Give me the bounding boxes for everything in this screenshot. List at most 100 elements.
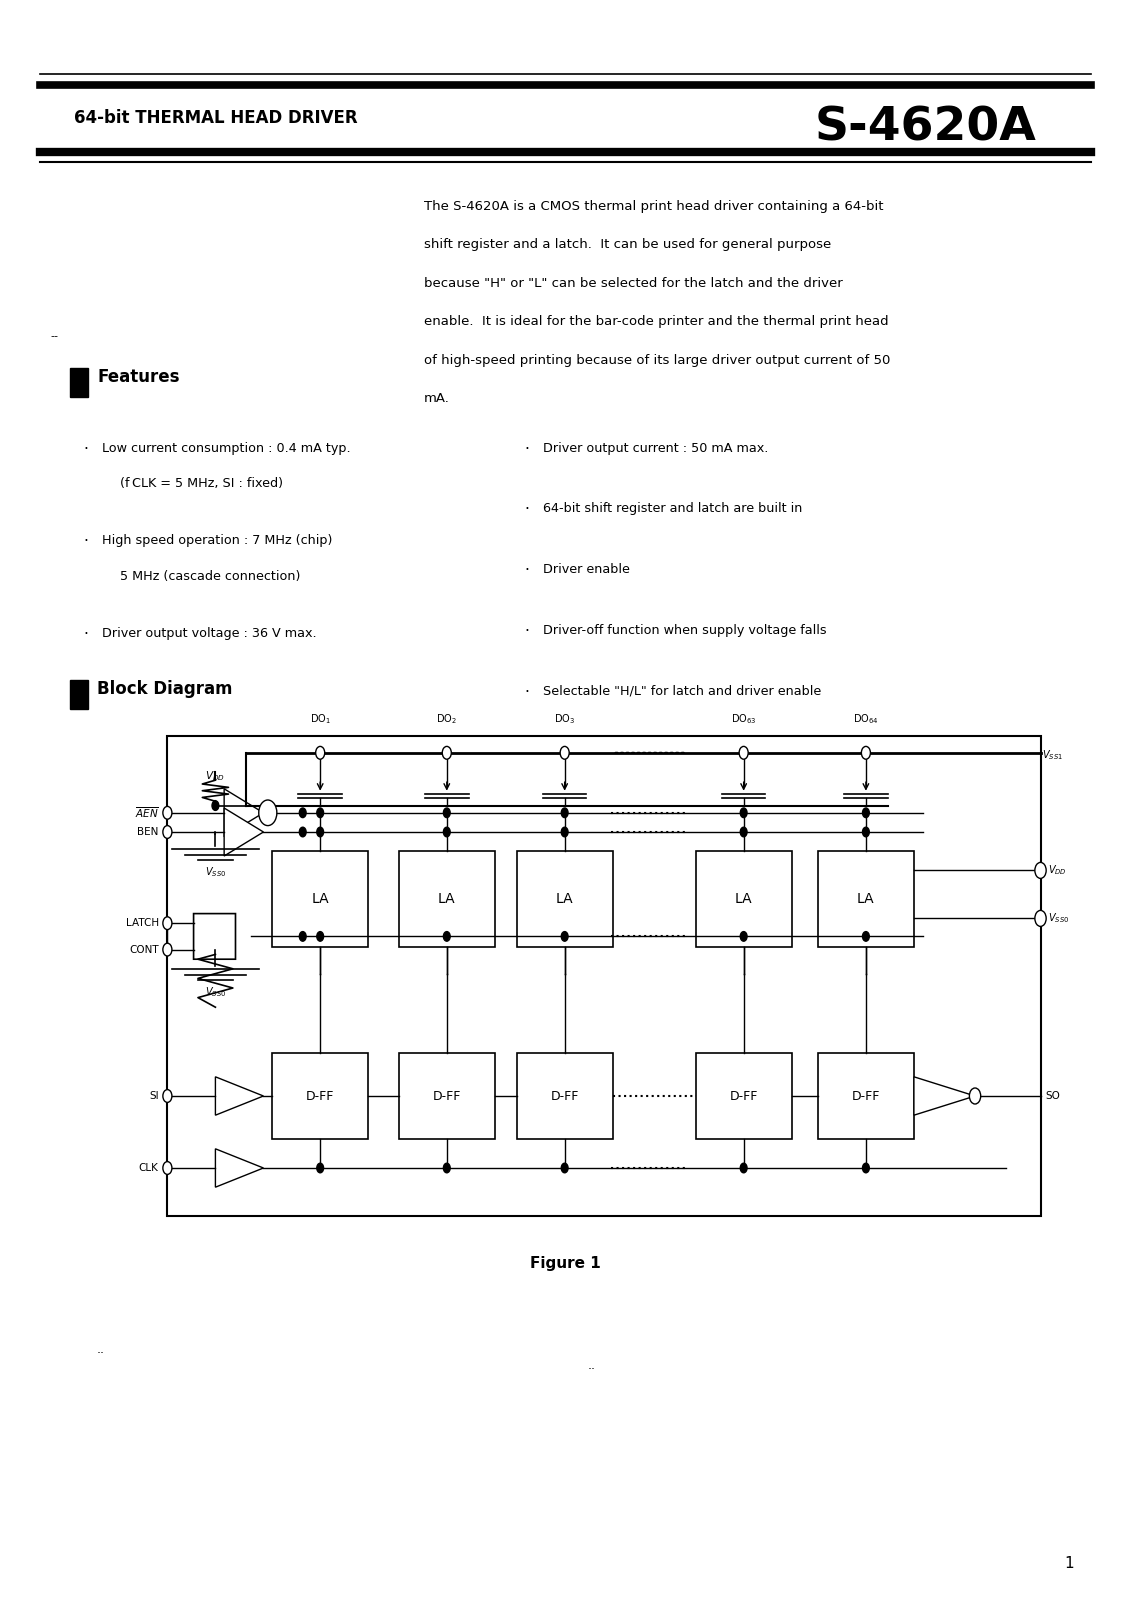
Circle shape — [300, 827, 307, 837]
Text: (f CLK = 5 MHz, SI : fixed): (f CLK = 5 MHz, SI : fixed) — [120, 477, 283, 490]
Circle shape — [316, 746, 325, 758]
Circle shape — [300, 808, 307, 818]
Circle shape — [1035, 862, 1046, 878]
Text: mA.: mA. — [424, 392, 450, 405]
Bar — [399, 1053, 495, 1139]
Circle shape — [741, 827, 748, 837]
Text: Driver-off function when supply voltage falls: Driver-off function when supply voltage … — [543, 624, 827, 637]
Text: DO$_{63}$: DO$_{63}$ — [731, 712, 757, 726]
Circle shape — [443, 808, 450, 818]
Circle shape — [163, 806, 172, 819]
Text: $V_{SS0}$: $V_{SS0}$ — [1047, 912, 1069, 925]
Text: --: -- — [51, 331, 59, 341]
Text: LA: LA — [311, 893, 329, 906]
FancyBboxPatch shape — [193, 914, 235, 958]
Text: DO$_2$: DO$_2$ — [437, 712, 457, 726]
Text: CONT: CONT — [129, 944, 158, 955]
Circle shape — [443, 931, 450, 941]
Circle shape — [300, 931, 307, 941]
Circle shape — [863, 931, 870, 941]
Circle shape — [443, 1163, 450, 1173]
Text: D-FF: D-FF — [729, 1090, 758, 1102]
Text: LA: LA — [857, 893, 874, 906]
Bar — [696, 1053, 792, 1139]
Bar — [70, 368, 88, 397]
Text: $V_{SS1}$: $V_{SS1}$ — [1043, 749, 1063, 762]
Bar — [70, 680, 88, 709]
Text: $V_{DD}$: $V_{DD}$ — [206, 770, 225, 784]
Text: Features: Features — [97, 368, 180, 386]
Text: D-FF: D-FF — [432, 1090, 461, 1102]
Circle shape — [561, 931, 568, 941]
Circle shape — [163, 1090, 172, 1102]
Circle shape — [561, 808, 568, 818]
Bar — [696, 851, 792, 947]
Text: ··: ·· — [588, 1363, 596, 1376]
Bar — [273, 851, 369, 947]
Text: Selectable "H/L" for latch and driver enable: Selectable "H/L" for latch and driver en… — [543, 685, 821, 698]
Text: enable.  It is ideal for the bar-code printer and the thermal print head: enable. It is ideal for the bar-code pri… — [424, 315, 889, 328]
Bar — [517, 1053, 613, 1139]
Text: LA: LA — [438, 893, 456, 906]
Text: because "H" or "L" can be selected for the latch and the driver: because "H" or "L" can be selected for t… — [424, 277, 843, 290]
Text: LA: LA — [555, 893, 573, 906]
Text: Figure 1: Figure 1 — [530, 1256, 601, 1270]
Circle shape — [560, 746, 569, 758]
Circle shape — [442, 746, 451, 758]
Text: 64-bit THERMAL HEAD DRIVER: 64-bit THERMAL HEAD DRIVER — [74, 109, 357, 126]
Circle shape — [561, 827, 568, 837]
Polygon shape — [224, 808, 264, 856]
Text: $V_{SS0}$: $V_{SS0}$ — [205, 866, 226, 880]
Circle shape — [163, 917, 172, 930]
Text: LA: LA — [735, 893, 752, 906]
Circle shape — [740, 746, 749, 758]
Polygon shape — [215, 1149, 264, 1187]
Text: $\overline{AEN}$: $\overline{AEN}$ — [135, 805, 158, 821]
Text: 1: 1 — [1064, 1557, 1073, 1571]
Text: BEN: BEN — [137, 827, 158, 837]
Circle shape — [1035, 910, 1046, 926]
Text: ·: · — [525, 502, 529, 517]
Circle shape — [443, 827, 450, 837]
Text: CLK: CLK — [139, 1163, 158, 1173]
Circle shape — [863, 827, 870, 837]
Text: 64-bit shift register and latch are built in: 64-bit shift register and latch are buil… — [543, 502, 802, 515]
Text: 5 MHz (cascade connection): 5 MHz (cascade connection) — [120, 570, 300, 582]
Circle shape — [163, 1162, 172, 1174]
Circle shape — [741, 931, 748, 941]
Bar — [399, 851, 495, 947]
Text: DO$_1$: DO$_1$ — [310, 712, 330, 726]
Text: LATCH: LATCH — [126, 918, 158, 928]
Text: The S-4620A is a CMOS thermal print head driver containing a 64-bit: The S-4620A is a CMOS thermal print head… — [424, 200, 883, 213]
Text: DO$_3$: DO$_3$ — [554, 712, 576, 726]
Circle shape — [259, 800, 277, 826]
Bar — [273, 1053, 369, 1139]
Circle shape — [741, 1163, 748, 1173]
Text: ·: · — [84, 442, 88, 456]
Bar — [167, 736, 1041, 1216]
Circle shape — [561, 1163, 568, 1173]
Text: Block Diagram: Block Diagram — [97, 680, 233, 698]
Circle shape — [863, 1163, 870, 1173]
Text: SO: SO — [1045, 1091, 1060, 1101]
Text: Driver output voltage : 36 V max.: Driver output voltage : 36 V max. — [102, 627, 317, 640]
Circle shape — [317, 1163, 323, 1173]
Circle shape — [969, 1088, 981, 1104]
Polygon shape — [215, 1077, 264, 1115]
Text: ·: · — [525, 624, 529, 638]
Text: Driver output current : 50 mA max.: Driver output current : 50 mA max. — [543, 442, 768, 454]
Circle shape — [163, 942, 172, 955]
Text: shift register and a latch.  It can be used for general purpose: shift register and a latch. It can be us… — [424, 238, 831, 251]
Circle shape — [317, 827, 323, 837]
Text: $V_{DD}$: $V_{DD}$ — [1047, 864, 1067, 877]
Circle shape — [163, 826, 172, 838]
Text: S-4620A: S-4620A — [814, 106, 1036, 150]
Text: Low current consumption : 0.4 mA typ.: Low current consumption : 0.4 mA typ. — [102, 442, 351, 454]
Text: ·: · — [525, 442, 529, 456]
Text: DO$_{64}$: DO$_{64}$ — [853, 712, 879, 726]
Bar — [818, 851, 914, 947]
Text: ·: · — [84, 627, 88, 642]
Circle shape — [317, 931, 323, 941]
Text: D-FF: D-FF — [307, 1090, 335, 1102]
Circle shape — [741, 808, 748, 818]
